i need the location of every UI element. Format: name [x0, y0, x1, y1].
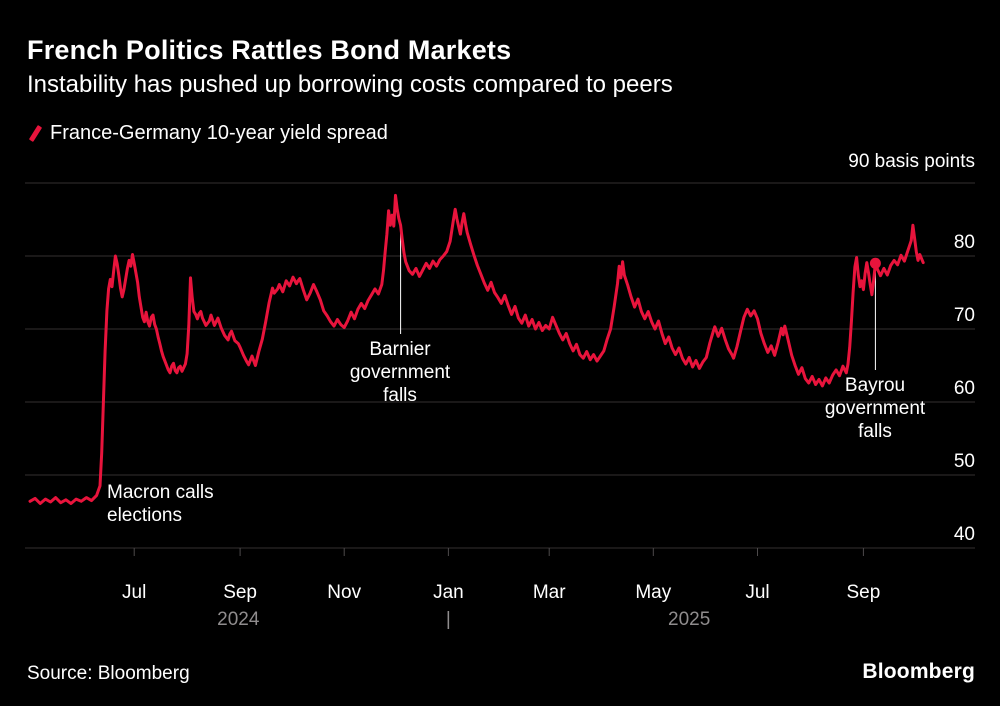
y-tick-label-80: 80 — [954, 232, 975, 253]
y-tick-label-60: 60 — [954, 378, 975, 399]
annotation-macron-calls-elections: Macron calls elections — [107, 482, 214, 526]
x-tick-label: Mar — [533, 582, 566, 603]
x-tick-label: Jul — [745, 582, 769, 603]
page-title: French Politics Rattles Bond Markets — [27, 35, 512, 65]
year-label: 2025 — [668, 609, 710, 630]
x-tick-label: Sep — [846, 582, 880, 603]
legend-line-mark-icon — [28, 124, 43, 142]
y-tick-label-50: 50 — [954, 451, 975, 472]
y-axis-top-label: 90 basis points — [848, 151, 975, 172]
x-tick-label: Jul — [122, 582, 146, 603]
year-divider: | — [446, 609, 451, 630]
chart-subtitle: Instability has pushed up borrowing cost… — [27, 71, 673, 98]
source-credit: Source: Bloomberg — [27, 663, 190, 684]
legend: France-Germany 10-year yield spread — [27, 120, 388, 146]
year-label: 2024 — [217, 609, 260, 630]
annotation-barnier-government-falls: Barnier government falls — [349, 339, 451, 406]
legend-label: France-Germany 10-year yield spread — [50, 121, 388, 144]
x-tick-label: May — [635, 582, 671, 603]
spread-line-series — [28, 193, 925, 505]
x-tick-label: Sep — [223, 582, 257, 603]
x-tick-label: Nov — [327, 582, 361, 603]
x-tick-label: Jan — [433, 582, 464, 603]
annotation-bayrou-government-falls: Bayrou government falls — [824, 375, 926, 442]
latest-point-marker — [869, 257, 881, 269]
bloomberg-logo: Bloomberg — [862, 660, 975, 683]
y-tick-label-70: 70 — [954, 305, 975, 326]
y-tick-label-40: 40 — [954, 524, 975, 545]
